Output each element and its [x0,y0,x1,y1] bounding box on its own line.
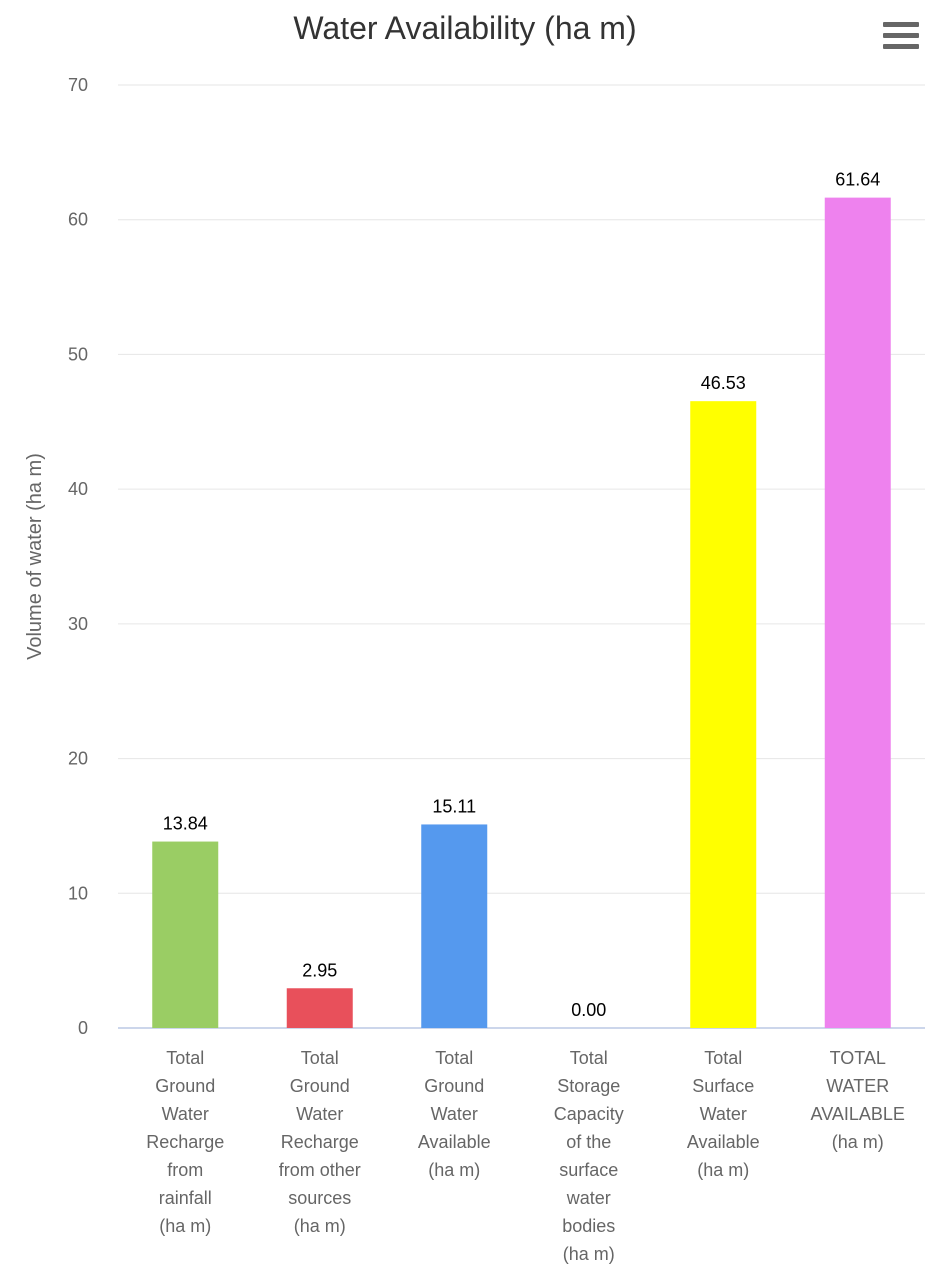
bar [690,401,757,1028]
bar [286,988,353,1028]
hamburger-menu-icon[interactable] [883,22,919,52]
y-tick-label: 30 [68,614,88,634]
x-category-label: Total Ground Water Recharge from rainfall (ha … [146,1048,224,1236]
y-tick-label: 10 [68,883,88,903]
bar [824,197,891,1028]
y-tick-label: 70 [68,75,88,95]
data-label: 13.84 [163,814,208,834]
data-label: 2.95 [302,960,337,980]
x-category-label: Total Surface Water Available (ha m) [687,1048,760,1180]
bar [421,824,488,1028]
x-category-label: Total Ground Water Recharge from other source… [279,1048,361,1236]
y-tick-label: 60 [68,210,88,230]
y-tick-label: 0 [78,1018,88,1038]
chart-title: Water Availability (ha m) [293,10,637,46]
x-category-label: TOTAL WATER AVAILABLE (ha m) [811,1048,905,1152]
data-label: 61.64 [835,170,880,190]
data-label: 0.00 [571,1000,606,1020]
x-category-label: Total Ground Water Available (ha m) [418,1048,491,1180]
data-label: 15.11 [432,796,476,816]
y-tick-label: 50 [68,344,88,364]
y-tick-label: 20 [68,749,88,769]
y-tick-label: 40 [68,479,88,499]
data-label: 46.53 [701,373,746,393]
y-axis-label: Volume of water (ha m) [24,453,46,660]
x-category-label: Total Storage Capacity of the surface water bo… [554,1048,624,1264]
bar [152,841,219,1028]
